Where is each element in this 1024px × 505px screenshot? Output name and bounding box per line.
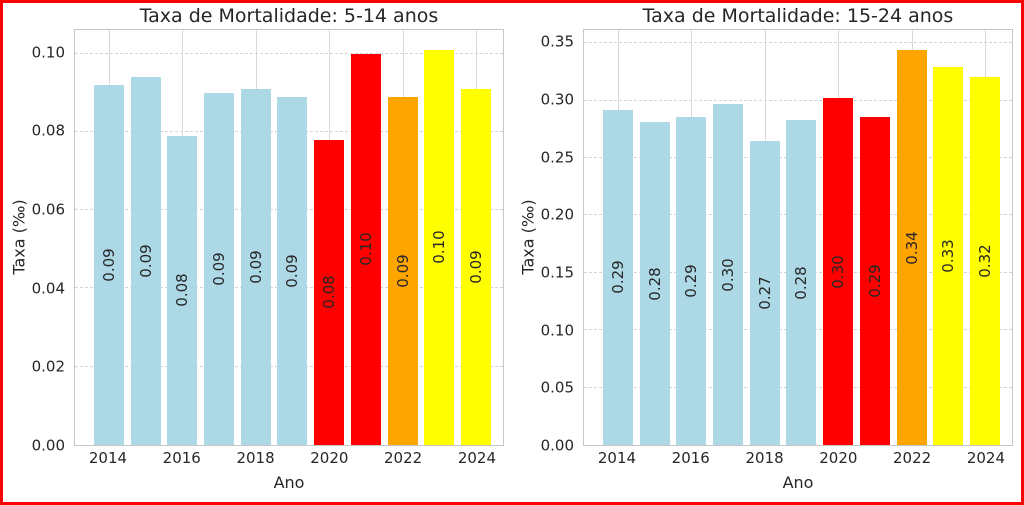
- bar-2020: 0.08: [314, 139, 345, 445]
- bar-value-label: 0.34: [902, 230, 921, 265]
- gridline-horizontal: [584, 42, 1012, 44]
- bar-2015: 0.09: [130, 76, 161, 445]
- bar-2017: 0.30: [712, 104, 743, 445]
- x-tick-label: 2018: [745, 449, 784, 467]
- bar-2018: 0.09: [240, 88, 271, 445]
- y-tick-label: 0.15: [540, 263, 574, 282]
- bar-value-label: 0.10: [430, 230, 449, 264]
- x-axis-ticks: 2014 2016 2018 2020 2022 2024: [583, 450, 1013, 470]
- chart-title: Taxa de Mortalidade: 15-24 anos: [642, 5, 954, 27]
- x-tick-label: 2024: [457, 449, 496, 467]
- bar-value-label: 0.09: [136, 244, 155, 278]
- bar-2016: 0.29: [676, 116, 707, 445]
- y-tick-label: 0.00: [31, 436, 65, 455]
- bar-value-label: 0.28: [792, 265, 811, 300]
- chart-title: Taxa de Mortalidade: 5-14 anos: [139, 5, 439, 27]
- bar-value-label: 0.09: [99, 248, 118, 282]
- bar-2024: 0.32: [970, 76, 1000, 445]
- gridline-horizontal: [75, 52, 503, 54]
- y-tick-label: 0.30: [540, 90, 574, 109]
- x-axis-label: Ano: [273, 473, 305, 492]
- bar-value-label: 0.09: [467, 250, 486, 284]
- y-tick-label: 0.04: [31, 279, 65, 298]
- x-tick-label: 2020: [819, 449, 858, 467]
- x-tick-label: 2022: [384, 449, 423, 467]
- bar-value-label: 0.09: [283, 254, 302, 288]
- x-tick-label: 2016: [162, 449, 201, 467]
- x-tick-label: 2022: [893, 449, 932, 467]
- bar-2021: 0.29: [859, 116, 890, 445]
- bar-value-label: 0.08: [320, 275, 339, 310]
- x-tick-label: 2016: [671, 449, 710, 467]
- x-tick-label: 2014: [88, 449, 128, 467]
- bar-2019: 0.09: [277, 96, 308, 445]
- bar-value-label: 0.08: [173, 273, 192, 308]
- plot-area: 0.09 0.09 0.08 0.09 0.09 0.09 0.08 0.10 0.09 0.10…: [74, 29, 504, 446]
- bar-2020: 0.30: [823, 98, 854, 445]
- bar-value-label: 0.28: [645, 267, 664, 301]
- x-axis-label: Ano: [782, 473, 814, 492]
- bar-value-label: 0.32: [976, 244, 995, 278]
- x-tick-label: 2014: [597, 449, 637, 467]
- y-tick-label: 0.25: [540, 148, 574, 167]
- bar-value-label: 0.30: [829, 254, 848, 289]
- bar-value-label: 0.09: [246, 250, 265, 284]
- x-tick-label: 2020: [310, 449, 349, 467]
- bar-2022: 0.09: [387, 96, 418, 445]
- chart-panel-5-14-anos: Taxa de Mortalidade: 5-14 anos Taxa (‰) …: [3, 3, 512, 502]
- bar-2014: 0.29: [602, 109, 633, 445]
- x-tick-label: 2024: [966, 449, 1005, 467]
- bar-2018: 0.27: [749, 140, 780, 445]
- bar-2021: 0.10: [350, 53, 381, 445]
- y-tick-label: 0.35: [540, 32, 574, 51]
- bar-2016: 0.08: [167, 135, 198, 445]
- bar-2023: 0.33: [933, 67, 964, 445]
- bar-value-label: 0.09: [209, 252, 228, 286]
- bar-value-label: 0.33: [939, 239, 958, 273]
- bar-2019: 0.28: [786, 120, 817, 445]
- y-tick-label: 0.02: [31, 357, 65, 376]
- gridline-horizontal: [584, 99, 1012, 101]
- y-tick-label: 0.00: [540, 436, 574, 455]
- y-tick-label: 0.06: [31, 200, 65, 219]
- bar-value-label: 0.29: [682, 264, 701, 298]
- bar-2015: 0.28: [639, 122, 670, 445]
- x-axis-ticks: 2014 2016 2018 2020 2022 2024: [74, 450, 504, 470]
- y-tick-label: 0.20: [540, 205, 574, 224]
- bar-value-label: 0.30: [718, 257, 737, 292]
- chart-panel-15-24-anos: Taxa de Mortalidade: 15-24 anos Taxa (‰)…: [512, 3, 1021, 502]
- y-tick-label: 0.08: [31, 121, 65, 140]
- bar-2022: 0.34: [896, 50, 927, 445]
- plot-area: 0.29 0.28 0.29 0.30 0.27 0.28 0.30 0.29 0.34 0.33…: [583, 29, 1013, 446]
- y-tick-label: 0.10: [31, 43, 65, 62]
- bar-value-label: 0.09: [393, 254, 412, 288]
- bar-2024: 0.09: [461, 88, 491, 445]
- bar-value-label: 0.10: [356, 232, 375, 266]
- y-tick-label: 0.05: [540, 378, 574, 397]
- y-axis-ticks: 0.00 0.05 0.10 0.15 0.20 0.25 0.30 0.35: [512, 29, 574, 453]
- bar-2017: 0.09: [203, 92, 234, 445]
- bar-value-label: 0.27: [755, 276, 774, 310]
- y-tick-label: 0.10: [540, 321, 574, 340]
- bar-value-label: 0.29: [608, 260, 627, 295]
- bar-2023: 0.10: [424, 49, 455, 445]
- bar-2014: 0.09: [93, 84, 124, 445]
- y-axis-ticks: 0.00 0.02 0.04 0.06 0.08 0.10: [3, 29, 65, 453]
- bar-value-label: 0.29: [865, 264, 884, 298]
- x-tick-label: 2018: [236, 449, 275, 467]
